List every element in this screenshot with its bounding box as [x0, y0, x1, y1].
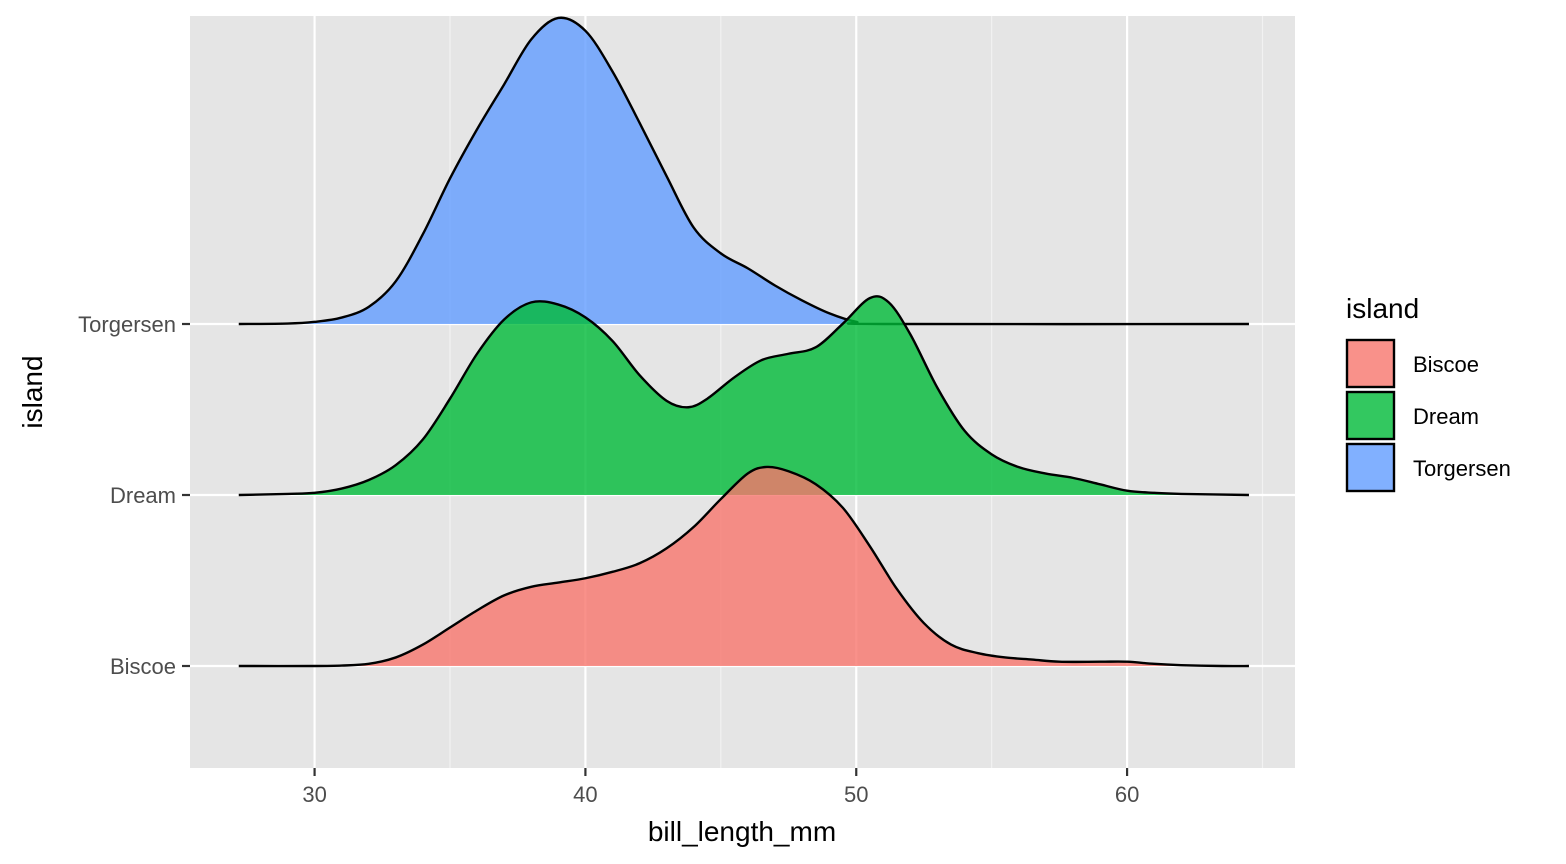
legend-label-biscoe: Biscoe	[1413, 352, 1479, 377]
ridge-fill-torgersen	[238, 17, 1249, 325]
legend-key-torgersen	[1345, 442, 1396, 493]
ridge-fill-biscoe	[238, 466, 1249, 667]
ridge-line-biscoe	[238, 465, 1249, 668]
legend-key-biscoe	[1345, 338, 1396, 389]
x-tick-label: 40	[573, 782, 597, 807]
ridge-line-torgersen	[238, 16, 1249, 326]
legend-label-dream: Dream	[1413, 404, 1479, 429]
legend-key-dream	[1345, 390, 1396, 441]
x-axis: 30 40 50 60	[302, 768, 1139, 807]
y-axis: Biscoe Dream Torgersen	[78, 312, 190, 679]
y-axis-title: island	[17, 355, 48, 428]
y-tick-label: Dream	[110, 483, 176, 508]
legend-label-torgersen: Torgersen	[1413, 456, 1511, 481]
y-tick-label: Torgersen	[78, 312, 176, 337]
ridge-line-dream	[238, 295, 1249, 497]
legend: island Biscoe Dream Torgersen	[1345, 293, 1511, 493]
ridge-fill-dream	[238, 296, 1249, 495]
x-tick-label: 30	[302, 782, 326, 807]
x-tick-label: 60	[1115, 782, 1139, 807]
x-tick-label: 50	[844, 782, 868, 807]
density-ridges	[238, 16, 1249, 668]
y-tick-label: Biscoe	[110, 654, 176, 679]
x-axis-title: bill_length_mm	[648, 816, 836, 847]
legend-title: island	[1346, 293, 1419, 324]
